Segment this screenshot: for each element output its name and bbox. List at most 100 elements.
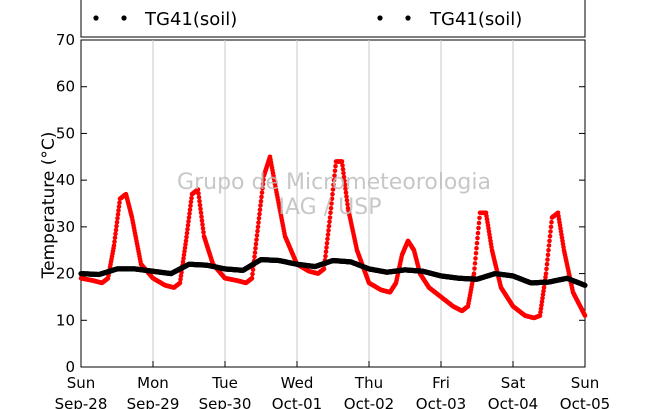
- data-point: [339, 159, 345, 164]
- data-point: [196, 191, 201, 196]
- data-point: [476, 220, 482, 226]
- data-point: [328, 210, 333, 216]
- legend-marker-2b: [405, 15, 411, 21]
- data-point: [252, 250, 258, 255]
- x-axis: Sun Sep-28 Mon Sep-29 Tue Sep-30 Wed Oct-01 Thu O…: [55, 361, 610, 409]
- data-point: [474, 246, 479, 251]
- data-point: [257, 207, 263, 212]
- data-point: [188, 199, 194, 205]
- data-point: [182, 249, 187, 254]
- data-point: [538, 309, 543, 315]
- data-point: [113, 231, 118, 237]
- data-point: [196, 195, 202, 200]
- data-point: [331, 177, 337, 183]
- data-point: [341, 170, 346, 176]
- data-point: [543, 274, 548, 280]
- legend-label-1: TG41(soil): [144, 9, 237, 30]
- x-tick-day: Sun: [67, 374, 96, 392]
- data-point: [177, 280, 183, 286]
- data-point: [330, 191, 335, 197]
- data-point: [114, 219, 120, 225]
- data-point: [185, 226, 190, 232]
- data-point: [537, 313, 543, 318]
- data-point: [324, 240, 330, 246]
- legend: TG41(soil) TG41(soil): [80, 0, 586, 38]
- data-point: [582, 282, 588, 288]
- data-point: [472, 266, 477, 271]
- grid-lines: [152, 40, 514, 367]
- data-point: [344, 194, 349, 199]
- data-point: [198, 210, 204, 216]
- x-tick-date: Oct-02: [344, 395, 394, 409]
- data-point: [546, 243, 552, 248]
- data-point: [260, 181, 266, 187]
- data-point: [325, 232, 331, 237]
- data-point: [471, 271, 477, 276]
- x-tick-day: Wed: [281, 374, 314, 392]
- data-point: [261, 177, 266, 183]
- data-point: [200, 226, 206, 231]
- data-point: [539, 302, 544, 308]
- data-point: [189, 195, 194, 201]
- data-point: [332, 173, 337, 178]
- data-point: [329, 196, 335, 202]
- x-tick-day: Sat: [501, 374, 526, 392]
- data-point: [116, 204, 122, 209]
- data-point: [250, 267, 256, 273]
- data-point: [257, 211, 262, 217]
- x-tick-date: Sep-30: [199, 395, 252, 409]
- series-black-points: [78, 257, 588, 288]
- data-point: [187, 211, 192, 216]
- data-point: [112, 239, 117, 244]
- legend-marker-2a: [377, 15, 383, 21]
- watermark-line-1: Grupo de Micrometeorologia: [177, 170, 491, 195]
- data-point: [255, 228, 260, 234]
- data-point: [186, 219, 191, 224]
- x-tick-date: Sep-29: [127, 395, 180, 409]
- data-point: [255, 224, 261, 230]
- y-tick-label: 20: [56, 265, 75, 283]
- y-axis: 0 10 20 30 40 50 60 70: [56, 31, 585, 376]
- data-point: [111, 243, 117, 248]
- data-point: [259, 194, 264, 200]
- data-point: [341, 174, 347, 180]
- data-point: [185, 223, 191, 228]
- y-tick-label: 30: [56, 218, 75, 236]
- data-point: [197, 198, 202, 204]
- data-point: [340, 163, 345, 168]
- data-point: [329, 201, 334, 206]
- data-point: [539, 299, 545, 304]
- data-point: [199, 214, 204, 219]
- y-tick-label: 10: [56, 311, 75, 329]
- data-point: [184, 234, 189, 240]
- data-point: [344, 198, 350, 203]
- data-point: [342, 182, 348, 188]
- data-point: [546, 247, 551, 253]
- legend-marker-1a: [93, 15, 99, 21]
- data-point: [541, 285, 547, 290]
- data-point: [340, 166, 346, 172]
- legend-label-2: TG41(soil): [429, 9, 522, 30]
- data-point: [256, 220, 261, 225]
- data-point: [540, 295, 545, 301]
- data-point: [116, 208, 121, 213]
- data-point: [474, 240, 480, 246]
- data-point: [254, 233, 260, 238]
- data-point: [544, 266, 549, 272]
- watermark-line-2: IAG / USP: [279, 195, 382, 220]
- data-point: [180, 259, 186, 265]
- data-point: [323, 249, 329, 255]
- data-point: [475, 235, 480, 241]
- data-point: [113, 227, 119, 233]
- x-tick-date: Oct-05: [560, 395, 610, 409]
- data-point: [473, 256, 478, 261]
- x-tick-date: Oct-04: [488, 395, 538, 409]
- data-point: [545, 252, 551, 258]
- data-point: [343, 190, 349, 195]
- data-point: [178, 273, 184, 279]
- x-tick-day: Sun: [571, 374, 600, 392]
- legend-marker-1b: [121, 15, 127, 21]
- y-tick-label: 60: [56, 78, 75, 96]
- data-point: [260, 186, 265, 191]
